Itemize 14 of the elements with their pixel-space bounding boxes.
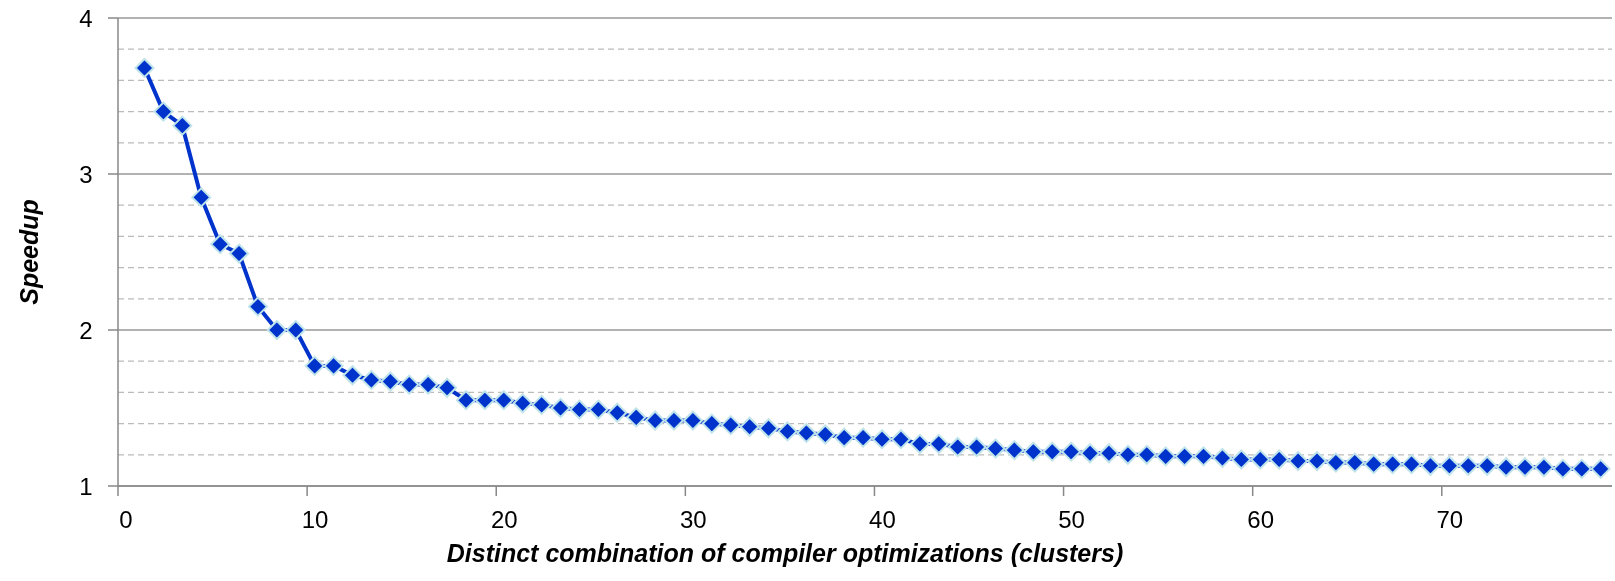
y-tick-label: 2 — [79, 316, 93, 344]
x-axis-title: Distinct combination of compiler optimizations (clusters) — [446, 539, 1124, 567]
y-axis-title: Speedup — [15, 199, 43, 305]
x-tick-label: 10 — [301, 505, 329, 533]
y-tick-label: 1 — [79, 472, 93, 500]
y-tick-label: 4 — [79, 4, 93, 32]
x-tick-label: 60 — [1247, 505, 1275, 533]
x-tick-label: 0 — [119, 505, 133, 533]
x-tick-label: 70 — [1436, 505, 1464, 533]
x-tick-label: 30 — [679, 505, 707, 533]
x-tick-label: 40 — [869, 505, 896, 533]
x-tick-label: 20 — [490, 505, 518, 533]
x-tick-label: 50 — [1058, 505, 1085, 533]
y-tick-label: 3 — [79, 160, 93, 188]
